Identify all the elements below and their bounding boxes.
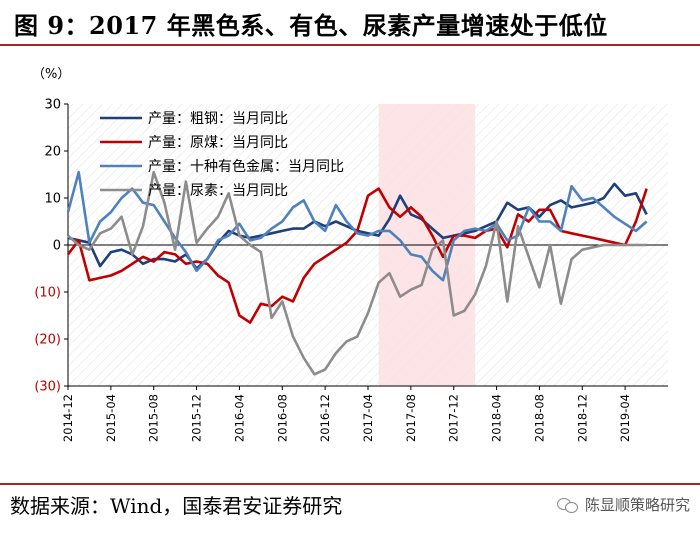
series-line-3 bbox=[66, 170, 648, 282]
y-tick-label: 0 bbox=[53, 239, 61, 254]
legend-label-1: 产量：粗钢：当月同比 bbox=[148, 111, 288, 127]
watermark: 陈显顺策略研究 bbox=[556, 494, 690, 515]
y-tick-label: (20) bbox=[34, 333, 61, 348]
wechat-icon bbox=[556, 497, 579, 513]
y-tick-label: 20 bbox=[44, 145, 61, 160]
series-line-2 bbox=[66, 187, 648, 324]
x-tick-label: 2017-12 bbox=[447, 394, 461, 442]
legend-label-3: 产量：十种有色金属：当月同比 bbox=[148, 158, 344, 175]
title-bar: 图 9：2017 年黑色系、有色、尿素产量增速处于低位 bbox=[0, 0, 700, 46]
y-tick-label: 10 bbox=[44, 192, 61, 207]
x-tick-label: 2015-04 bbox=[104, 394, 118, 442]
x-tick-label: 2016-04 bbox=[232, 394, 246, 442]
legend-label-4: 产量：尿素：当月同比 bbox=[148, 183, 288, 199]
source-note: 数据来源：Wind，国泰君安证券研究 bbox=[10, 494, 343, 518]
figure-title: 图 9：2017 年黑色系、有色、尿素产量增速处于低位 bbox=[14, 11, 608, 40]
x-tick-label: 2014-12 bbox=[61, 394, 75, 442]
x-tick-label: 2019-04 bbox=[618, 394, 632, 442]
x-tick-label: 2018-04 bbox=[490, 394, 504, 442]
x-tick-label: 2015-12 bbox=[190, 394, 204, 442]
x-tick-label: 2017-04 bbox=[361, 394, 375, 442]
x-tick-label: 2018-12 bbox=[575, 394, 589, 442]
series-line-4 bbox=[67, 170, 647, 376]
x-tick-label: 2016-12 bbox=[318, 394, 332, 442]
y-tick-label: 30 bbox=[44, 98, 61, 113]
footer-rule bbox=[0, 483, 700, 485]
y-tick-label: (30) bbox=[34, 380, 61, 395]
watermark-text: 陈显顺策略研究 bbox=[584, 496, 690, 514]
x-tick-label: 2015-08 bbox=[147, 394, 161, 442]
x-tick-label: 2017-08 bbox=[404, 394, 418, 442]
line-chart: 30 20 10 0 (10) (20) (30) （%） 2014-12 2015-04 2015… bbox=[32, 67, 668, 442]
x-tick-label: 2018-08 bbox=[532, 394, 546, 442]
legend-label-2: 产量：原煤：当月同比 bbox=[148, 135, 288, 151]
y-unit-label: （%） bbox=[32, 67, 70, 82]
x-tick-label: 2016-08 bbox=[275, 394, 289, 442]
y-tick-label: (10) bbox=[34, 286, 61, 301]
